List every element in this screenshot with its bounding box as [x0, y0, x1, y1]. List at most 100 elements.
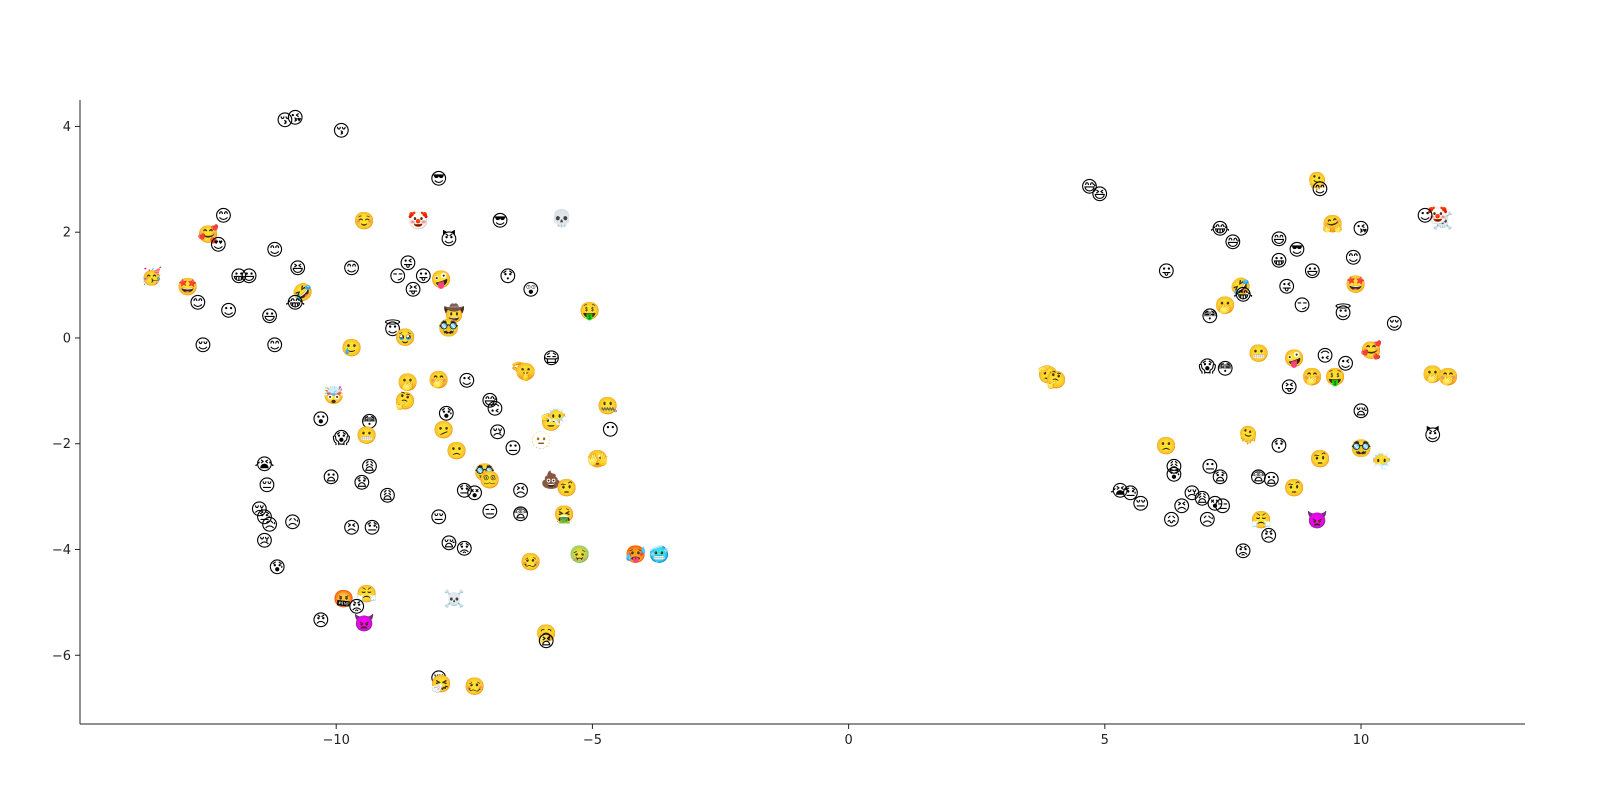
- emoji-point: 😎: [1288, 241, 1306, 261]
- emoji-point: 🤡: [1427, 205, 1448, 226]
- emoji-point: 🤑: [1325, 368, 1346, 388]
- emoji-point: 🥰: [198, 224, 219, 245]
- emoji-point: 😈: [440, 229, 458, 250]
- emoji-point: 😰: [438, 405, 456, 425]
- emoji-point: 😅: [1081, 177, 1099, 197]
- emoji-point: 😉: [458, 371, 476, 391]
- emoji-point: 🙃: [1316, 346, 1334, 366]
- emoji-point: 😘: [1352, 220, 1370, 240]
- emoji-point: 🤨: [1309, 450, 1330, 470]
- emoji-point: 🥳: [141, 266, 162, 287]
- emoji-point: 🤨: [1284, 479, 1305, 499]
- emoji-point: 😨: [512, 505, 530, 525]
- emoji-point: 😧: [1211, 468, 1229, 488]
- emoji-point: 😡: [1234, 542, 1252, 562]
- emoji-point: 😃: [261, 307, 279, 327]
- emoji-point: 😝: [404, 280, 422, 300]
- emoji-point: 😛: [414, 267, 432, 287]
- emoji-point: 😭: [255, 455, 275, 475]
- emoji-point: 😩: [1193, 489, 1211, 509]
- emoji-point: 😠: [1260, 526, 1278, 546]
- emoji-point: 😅: [1224, 233, 1242, 253]
- emoji-point: 😯: [499, 267, 517, 287]
- emoji-point: ☺: [1416, 206, 1434, 226]
- emoji-point: 😆: [1091, 185, 1109, 205]
- y-tick-label: −2: [52, 437, 71, 452]
- emoji-point: 😫: [537, 632, 555, 652]
- emoji-point: 😤: [356, 584, 377, 604]
- emoji-point: 😂: [1233, 286, 1253, 306]
- tick-marks: −10 −5 0 5 10 4 2 0 −2 −4 −6: [52, 120, 1369, 748]
- emoji-point: 🤨: [556, 479, 577, 499]
- emoji-point: 😓: [1122, 484, 1140, 504]
- emoji-point: 😶: [601, 421, 619, 441]
- emoji-point: 😊: [189, 294, 207, 314]
- emoji-point: 👿: [1307, 510, 1328, 530]
- emoji-point: 😃: [240, 267, 258, 287]
- emoji-point: 😥: [261, 516, 279, 536]
- emoji-point: 😡: [348, 598, 366, 618]
- emoji-point: 😩: [379, 487, 397, 507]
- emoji-point: 🙃: [486, 399, 504, 419]
- emoji-point: 😊: [343, 259, 361, 279]
- x-tick-label: 0: [844, 733, 852, 748]
- emoji-point: 🥸: [438, 318, 459, 338]
- emoji-point: 🫠: [1238, 424, 1259, 446]
- emoji-point: 🥴: [464, 677, 485, 697]
- emoji-point: 😈: [1424, 425, 1442, 446]
- x-tick-label: 5: [1101, 733, 1109, 748]
- emoji-point: 😊: [1311, 180, 1329, 200]
- emoji-point: 😂: [285, 294, 305, 314]
- y-tick-label: −6: [52, 649, 71, 664]
- emoji-point: 😨: [1250, 468, 1268, 488]
- emoji-point: 😱: [332, 428, 350, 448]
- emoji-point: 🫣: [587, 450, 608, 470]
- emoji-point: 🫤: [433, 421, 454, 441]
- emoji-point: 🤏: [510, 360, 531, 380]
- emoji-point: 🥸: [474, 463, 495, 483]
- emoji-point: 🙁: [446, 442, 467, 462]
- emoji-point: 😤: [1251, 510, 1272, 530]
- emoji-point: 😠: [312, 611, 330, 631]
- emoji-point: 😢: [1183, 484, 1201, 504]
- emoji-point: 🤯: [323, 385, 344, 406]
- emoji-point: 😰: [268, 558, 286, 578]
- emoji-point: 🫥: [531, 431, 552, 451]
- emoji-point: 😓: [256, 508, 274, 528]
- y-tick-label: 4: [63, 120, 71, 135]
- emoji-point: 🥶: [648, 544, 669, 565]
- emoji-point: 🫠: [1307, 170, 1328, 192]
- emoji-point: 😂: [1210, 220, 1230, 240]
- emoji-point: 🫢: [397, 373, 418, 393]
- emoji-point: 😵: [466, 484, 484, 504]
- emoji-point: 😚: [332, 122, 350, 142]
- emoji-point: 😣: [1173, 497, 1191, 517]
- emoji-point: 😓: [455, 481, 473, 501]
- emoji-point: 😟: [455, 539, 473, 559]
- emoji-point: 🤧: [431, 674, 452, 694]
- emoji-point: 😔: [258, 476, 276, 496]
- emoji-point: 😢: [250, 500, 268, 520]
- emoji-point: 😧: [353, 473, 371, 493]
- emoji-point: 🙁: [1156, 436, 1177, 456]
- emoji-point: 😄: [1270, 230, 1288, 250]
- emoji-point: 😇: [1334, 303, 1352, 324]
- emoji-point: ☺️: [354, 212, 375, 232]
- emoji-point: 🫢: [1215, 296, 1236, 316]
- emoji-point: 🤮: [554, 505, 575, 525]
- emoji-point: 🤑: [579, 302, 600, 322]
- emoji-point: 😜: [399, 254, 417, 274]
- emoji-point: 💩: [541, 470, 562, 491]
- emoji-point: 🤩: [1345, 275, 1366, 295]
- emoji-point: 🥸: [1350, 439, 1371, 459]
- emoji-point: 😊: [266, 241, 284, 261]
- emoji-point: 😪: [440, 534, 458, 554]
- emoji-point: 🤬: [333, 590, 354, 610]
- emoji-point: 🥱: [536, 624, 557, 644]
- emoji-point: 🤩: [177, 278, 198, 298]
- emoji-point: 😶‍🌫️: [1371, 451, 1392, 472]
- y-tick-label: 2: [63, 226, 71, 241]
- emoji-point: 😳: [1201, 307, 1219, 327]
- emoji-point: 🫡: [1038, 364, 1059, 385]
